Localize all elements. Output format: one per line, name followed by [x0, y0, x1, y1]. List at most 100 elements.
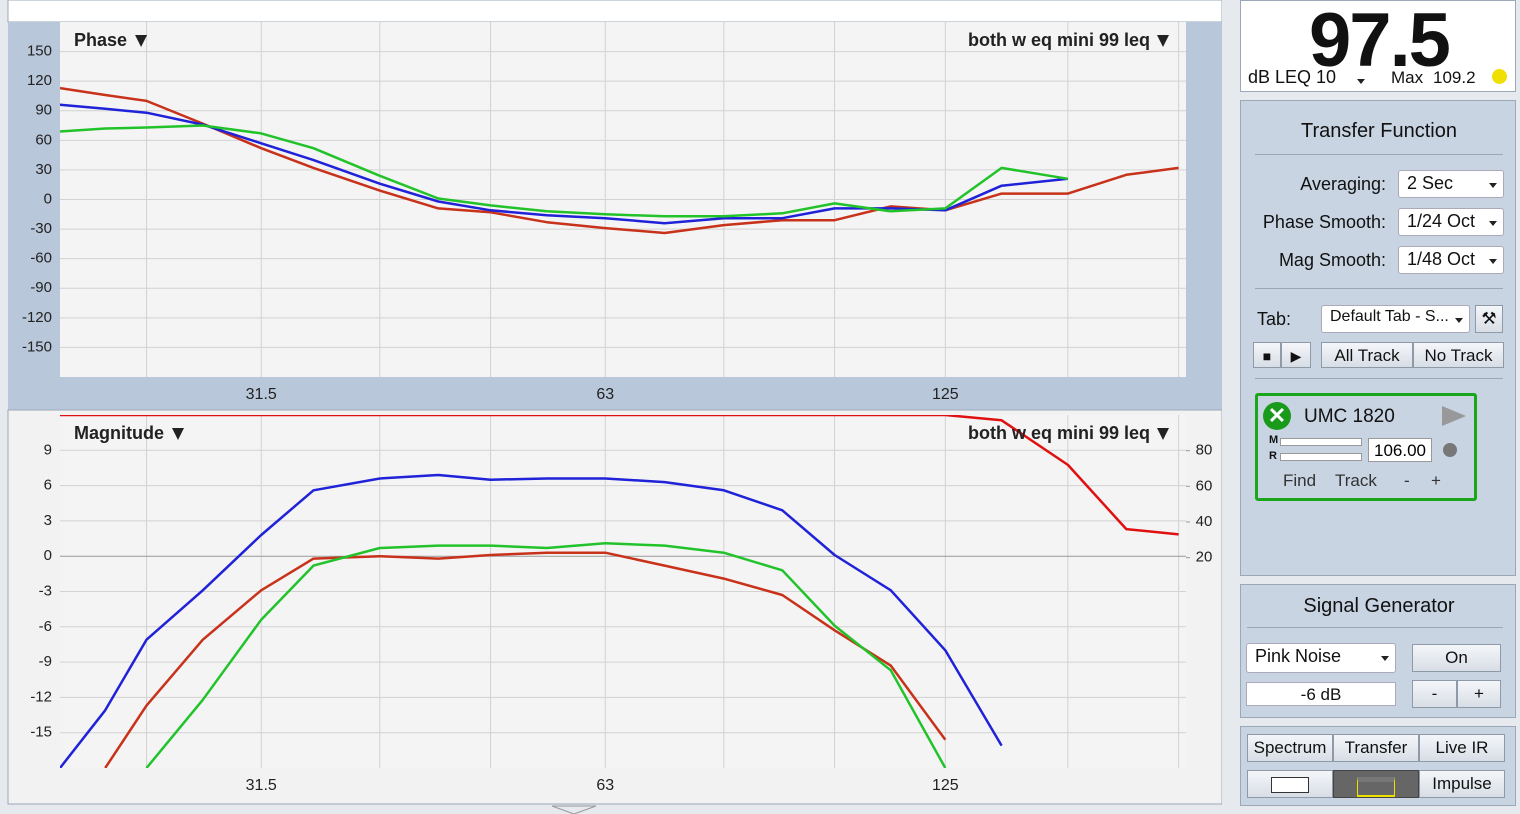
source-dropdown[interactable]: Pink Noise: [1246, 643, 1396, 673]
setting-value: 1/24 Oct: [1407, 211, 1476, 231]
y-tick-label: 120: [27, 72, 52, 89]
top-strip: [7, 0, 1222, 23]
y-tick-label: 150: [27, 43, 52, 60]
minus-button[interactable]: -: [1404, 471, 1410, 490]
setting-value: 2 Sec: [1407, 173, 1454, 193]
stop-button[interactable]: ■: [1253, 342, 1281, 368]
title-caret[interactable]: [172, 428, 184, 440]
y-tick-label: -60: [30, 250, 52, 267]
divider: [1255, 288, 1503, 289]
splitter[interactable]: [551, 805, 597, 814]
y-tick-label: -30: [30, 220, 52, 237]
dual-pane-icon: [1357, 777, 1395, 797]
title-caret[interactable]: [135, 35, 148, 47]
y-tick-label: -15: [30, 724, 52, 741]
setting-dropdown[interactable]: 1/24 Oct: [1398, 208, 1504, 236]
meter-value: 97.5: [1309, 0, 1451, 83]
y-tick-label: -12: [30, 688, 52, 705]
y-tick-label: 0: [44, 190, 52, 207]
x-tick-label: 31.5: [246, 386, 277, 403]
track-button[interactable]: Track: [1335, 471, 1377, 490]
trace-name: both w eq mini 99 leq: [968, 30, 1150, 50]
y2-tick-label: 40: [1196, 513, 1213, 530]
series-line: [145, 542, 947, 768]
y-tick-label: -3: [39, 582, 52, 599]
level-up-button[interactable]: +: [1457, 680, 1501, 708]
y-tick-label: -90: [30, 279, 52, 296]
setting-dropdown[interactable]: 1/48 Oct: [1398, 246, 1504, 274]
trace-caret: [1157, 35, 1169, 47]
y-tick-label: -150: [22, 338, 52, 355]
device-status[interactable]: ✕: [1263, 402, 1291, 430]
plus-button[interactable]: +: [1431, 471, 1441, 490]
single-pane-button[interactable]: [1247, 770, 1333, 798]
divider: [1247, 627, 1503, 628]
y-tick-label: 9: [44, 441, 52, 458]
meter-caret[interactable]: [1357, 79, 1365, 84]
series-line: [60, 415, 1179, 536]
tab-dropdown[interactable]: Default Tab - S...: [1321, 305, 1470, 333]
y-tick-label: 90: [35, 102, 52, 119]
max-label: Max: [1391, 68, 1424, 87]
series-line: [60, 124, 1069, 218]
source-value: Pink Noise: [1255, 646, 1342, 666]
find-button[interactable]: Find: [1283, 471, 1317, 490]
status-dot: [1492, 69, 1507, 84]
level-meter: [1280, 438, 1362, 446]
panel-title: Transfer Function: [1301, 120, 1457, 142]
chart-area: 31.5 63 125-150-120-90-60-300306090120150P…: [7, 0, 1222, 814]
device-name: UMC 1820: [1304, 406, 1395, 427]
series-line: [104, 551, 947, 768]
meter-label: dB LEQ 10: [1248, 67, 1337, 87]
signal-generator-panel: Signal Generator Pink Noise On -6 dB - +: [1240, 584, 1516, 718]
chart-title: Magnitude: [74, 423, 164, 443]
y2-tick-label: 80: [1196, 442, 1213, 459]
setting-label: Averaging:: [1300, 174, 1386, 194]
tab-value: Default Tab - S...: [1330, 308, 1449, 325]
delay-dot: [1443, 443, 1457, 457]
single-pane-icon: [1271, 777, 1309, 793]
y-tick-label: 6: [44, 477, 52, 494]
impulse-button[interactable]: Impulse: [1419, 770, 1505, 798]
all-track-button[interactable]: All Track: [1321, 342, 1413, 368]
x-tick-label: 31.5: [246, 777, 277, 794]
x-tick-label: 63: [596, 777, 614, 794]
setting-label: Phase Smooth:: [1262, 212, 1386, 232]
y-tick-label: 0: [44, 547, 52, 564]
panel-title: Signal Generator: [1303, 595, 1455, 617]
level-meter: [1280, 453, 1362, 461]
trace-name: both w eq mini 99 leq: [968, 423, 1150, 443]
delay-field[interactable]: 106.00: [1368, 438, 1432, 462]
y-tick-label: -6: [39, 618, 52, 635]
device-box[interactable]: ✕ UMC 1820 M R 106.00 Find Track - +: [1255, 393, 1477, 501]
level-field[interactable]: -6 dB: [1246, 682, 1396, 706]
device-arrow[interactable]: [1442, 406, 1466, 426]
meter: 97.5 dB LEQ 10 Max 109.2: [1240, 0, 1516, 92]
series-line: [60, 473, 1003, 768]
y-tick-label: 3: [44, 512, 52, 529]
setting-dropdown[interactable]: 2 Sec: [1398, 170, 1504, 198]
y-tick-label: 60: [35, 131, 52, 148]
live-ir-button[interactable]: Live IR: [1419, 734, 1505, 762]
spectrum-button[interactable]: Spectrum: [1247, 734, 1333, 762]
play-button[interactable]: ▶: [1281, 342, 1311, 368]
transfer-button[interactable]: Transfer: [1333, 734, 1419, 762]
view-panel: Spectrum Transfer Live IR Impulse: [1240, 726, 1516, 806]
no-track-button[interactable]: No Track: [1413, 342, 1504, 368]
meter-m-label: M: [1269, 434, 1279, 446]
dual-pane-button[interactable]: [1333, 770, 1419, 798]
tools-button[interactable]: ⚒: [1475, 305, 1503, 333]
meter-r-label: R: [1269, 450, 1277, 462]
max-value: 109.2: [1433, 68, 1476, 87]
x-tick-label: 125: [932, 777, 959, 794]
tab-label: Tab:: [1257, 309, 1292, 329]
setting-label: Mag Smooth:: [1278, 250, 1386, 270]
level-down-button[interactable]: -: [1412, 680, 1457, 708]
y2-tick-label: 60: [1196, 477, 1213, 494]
y-tick-label: -9: [39, 653, 52, 670]
divider: [1255, 154, 1503, 155]
on-button[interactable]: On: [1412, 644, 1501, 672]
y2-tick-label: 20: [1196, 549, 1213, 566]
setting-value: 1/48 Oct: [1407, 249, 1476, 269]
